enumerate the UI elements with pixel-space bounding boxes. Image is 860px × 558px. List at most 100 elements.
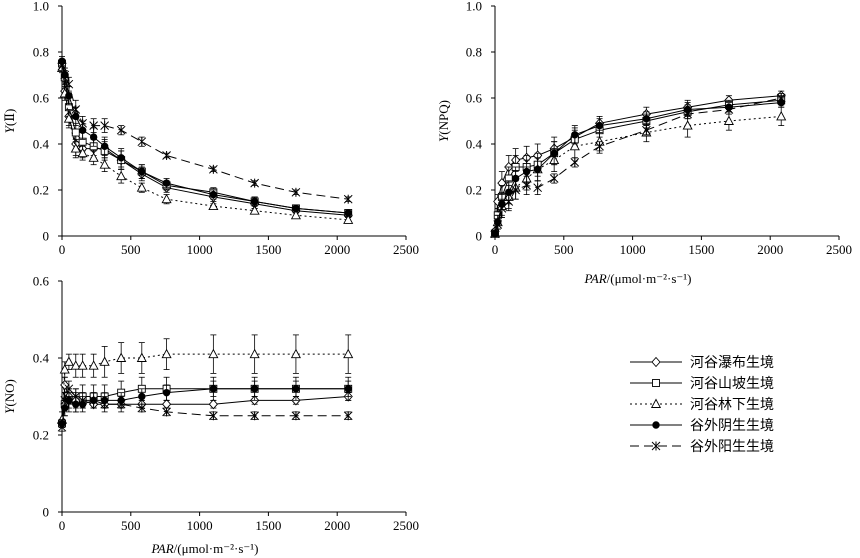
y-tick-label: 1.0 [466, 0, 482, 14]
data-point [161, 399, 172, 410]
data-point [64, 79, 74, 89]
y-tick-label: 1.0 [33, 0, 49, 14]
data-point [291, 411, 301, 421]
data-point [493, 220, 503, 229]
y-tick-label: 0 [43, 229, 50, 244]
data-point [683, 109, 692, 119]
data-point [570, 157, 580, 167]
x-tick-label: 2000 [324, 518, 350, 533]
data-point [70, 360, 81, 370]
data-point [116, 352, 127, 362]
data-point [138, 392, 146, 401]
data-point [723, 115, 734, 125]
data-point [63, 356, 74, 366]
data-point [250, 411, 259, 421]
data-point [209, 385, 218, 393]
y-tick-label: 0.4 [33, 137, 50, 152]
y-axis-label: Y(NPQ) [436, 100, 451, 142]
x-tick-label: 500 [554, 242, 574, 257]
data-point [60, 395, 70, 405]
x-tick-label: 0 [59, 518, 66, 533]
data-point [70, 143, 81, 153]
y-tick-label: 0.8 [466, 45, 482, 60]
data-point [533, 183, 543, 193]
x-tick-label: 1500 [688, 242, 714, 257]
data-point [595, 141, 604, 151]
y-axis-label-sub: (Ⅱ) [2, 109, 17, 127]
x-tick-label: 0 [492, 242, 499, 257]
legend-swatch-marker [651, 356, 661, 368]
series-triangle [56, 62, 354, 224]
legend-entry: 河谷山坡生境 [630, 376, 774, 392]
data-point [162, 407, 171, 417]
y-axis-label-main: Y [2, 405, 17, 414]
legend-entry: 谷外阳生生境 [630, 439, 774, 455]
data-point [162, 388, 171, 397]
data-point [137, 403, 147, 413]
series-star [57, 380, 353, 432]
x-axis-label: PAR/(μmol·m⁻²·s⁻¹) [151, 541, 259, 556]
data-point [776, 93, 786, 103]
data-point [117, 154, 125, 162]
data-point [208, 200, 219, 211]
legend-label: 谷外阴生生境 [690, 418, 774, 434]
data-point [343, 214, 354, 224]
data-point [136, 182, 147, 192]
data-point [99, 159, 110, 169]
x-axis-label-main: PAR [584, 271, 607, 286]
data-point [292, 204, 300, 213]
data-point [59, 364, 70, 374]
data-point [250, 178, 259, 188]
data-point [71, 392, 81, 401]
data-point [682, 120, 693, 130]
data-point [776, 110, 787, 121]
data-point [511, 185, 520, 195]
y-axis-label-main: Y [436, 133, 451, 142]
data-point [343, 194, 353, 204]
data-point [250, 385, 259, 393]
data-point [162, 151, 171, 160]
data-point [343, 411, 353, 421]
data-point [64, 384, 74, 394]
x-tick-label: 2500 [393, 242, 419, 257]
x-tick-label: 2500 [393, 518, 419, 533]
y-tick-label: 0.8 [33, 45, 49, 60]
data-point [522, 180, 532, 190]
x-tick-label: 1500 [255, 242, 281, 257]
chart-yii: 0 0.2 0.4 0.6 0.8 1.0 0 500 1000 1500 2000 2500 Y(Ⅱ) [2, 0, 419, 257]
y-tick-label: 0.2 [33, 428, 49, 443]
legend-label: 河谷瀑布生境 [690, 355, 774, 371]
series-triangle [489, 106, 787, 238]
data-point [344, 385, 352, 393]
y-axis-label-sub: (NPQ) [436, 100, 451, 135]
data-point [533, 165, 542, 173]
data-point [63, 113, 74, 123]
data-point [249, 348, 260, 359]
chart-ynpq: 0 0.2 0.4 0.6 0.8 1.0 0 500 1000 1500 2000 2500 Y(NP… [436, 0, 852, 286]
data-point [161, 193, 172, 204]
legend-entry: 河谷瀑布生境 [630, 355, 774, 371]
y-axis-label: Y(NO) [2, 379, 17, 414]
data-point [291, 187, 301, 197]
x-tick-label: 2500 [826, 242, 852, 257]
y-tick-label: 0.2 [466, 183, 482, 198]
data-point [89, 133, 98, 141]
data-point [290, 209, 301, 220]
legend-label: 河谷林下生境 [690, 397, 774, 413]
data-point [116, 399, 126, 409]
x-tick-label: 0 [59, 242, 66, 257]
data-point [57, 422, 67, 432]
data-point [724, 105, 734, 114]
series-dot [491, 97, 785, 238]
series-line [61, 387, 349, 428]
data-point [569, 140, 580, 151]
data-point [208, 399, 218, 410]
legend-entry: 河谷林下生境 [630, 397, 774, 413]
series-line [61, 65, 349, 200]
data-point [100, 142, 109, 150]
data-point [504, 197, 514, 206]
data-point [77, 147, 88, 158]
data-point [549, 174, 559, 183]
y-tick-label: 0.6 [33, 274, 50, 289]
